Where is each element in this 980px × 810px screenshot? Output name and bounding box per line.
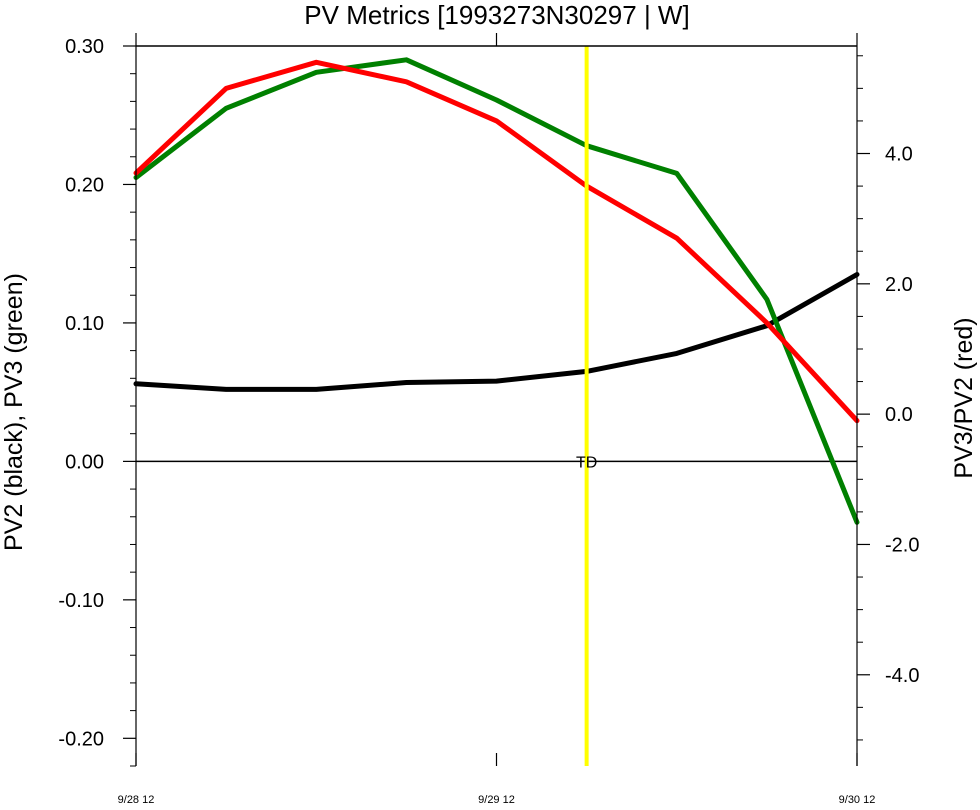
left-tick-label: -0.20	[58, 728, 104, 750]
left-tick-label: 0.30	[65, 36, 104, 58]
left-tick-label: 0.00	[65, 451, 104, 473]
marker-line-label: TD	[576, 454, 597, 471]
x-tick-label: 9/30 12	[839, 794, 876, 805]
left-tick-label: 0.10	[65, 313, 104, 335]
y-axis-label-right: PV3/PV2 (red)	[950, 317, 978, 478]
series-line-2	[133, 57, 860, 525]
x-tick-label: 9/28 12	[118, 794, 155, 805]
right-tick-label: 0.0	[885, 404, 913, 426]
right-tick-label: -4.0	[885, 665, 919, 687]
left-tick-label: 0.20	[65, 174, 104, 196]
y-axis-label-left: PV2 (black), PV3 (green)	[0, 273, 28, 551]
series-line-1	[133, 272, 860, 392]
right-tick-label: 4.0	[885, 144, 913, 166]
x-tick-label: 9/29 12	[478, 794, 515, 805]
chart-title: PV Metrics [1993273N30297 | W]	[304, 0, 689, 30]
left-tick-label: -0.10	[58, 590, 104, 612]
right-tick-label: -2.0	[885, 534, 919, 556]
series-line-3	[133, 59, 860, 424]
right-tick-label: 2.0	[885, 274, 913, 296]
